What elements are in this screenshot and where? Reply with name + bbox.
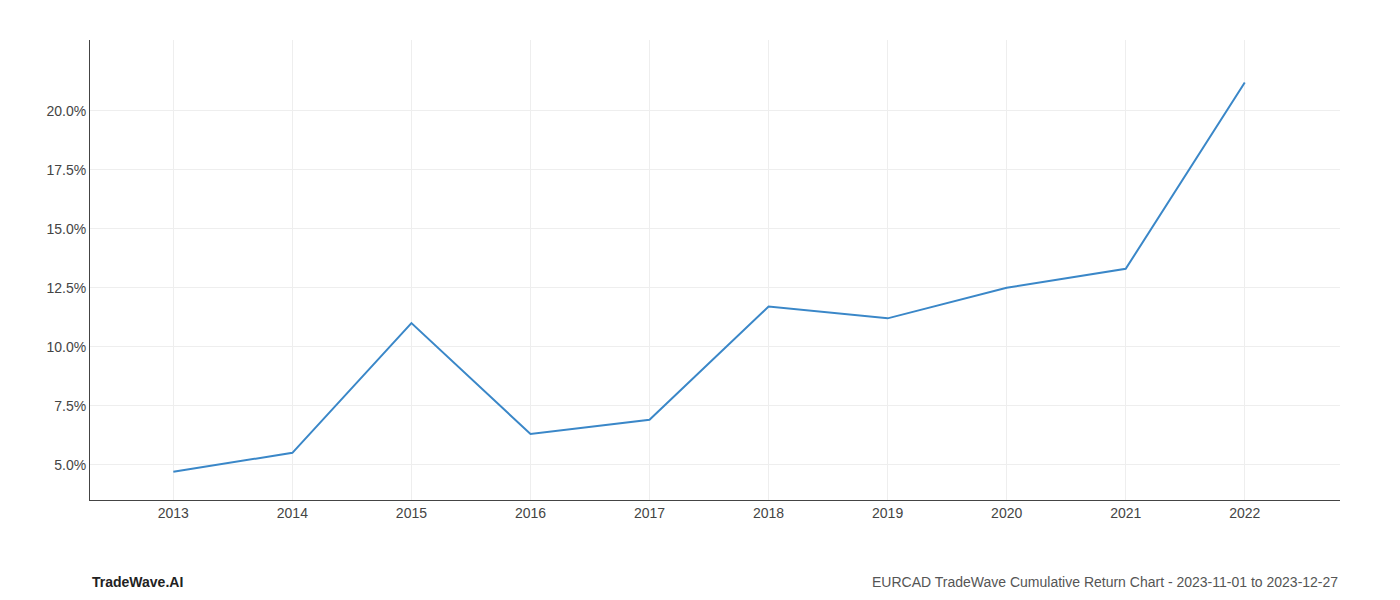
svg-text:5.0%: 5.0% — [54, 457, 86, 473]
svg-text:12.5%: 12.5% — [46, 280, 86, 296]
svg-text:2015: 2015 — [396, 505, 427, 521]
svg-text:2021: 2021 — [1110, 505, 1141, 521]
svg-text:2019: 2019 — [872, 505, 903, 521]
svg-text:EURCAD TradeWave Cumulative Re: EURCAD TradeWave Cumulative Return Chart… — [872, 574, 1338, 590]
svg-text:15.0%: 15.0% — [46, 221, 86, 237]
svg-text:20.0%: 20.0% — [46, 103, 86, 119]
svg-text:TradeWave.AI: TradeWave.AI — [92, 574, 183, 590]
svg-text:7.5%: 7.5% — [54, 398, 86, 414]
svg-text:2017: 2017 — [634, 505, 665, 521]
svg-text:2022: 2022 — [1229, 505, 1260, 521]
svg-text:2016: 2016 — [515, 505, 546, 521]
svg-text:2018: 2018 — [753, 505, 784, 521]
svg-text:2013: 2013 — [158, 505, 189, 521]
svg-text:2020: 2020 — [991, 505, 1022, 521]
svg-text:10.0%: 10.0% — [46, 339, 86, 355]
svg-text:17.5%: 17.5% — [46, 162, 86, 178]
svg-text:2014: 2014 — [277, 505, 308, 521]
